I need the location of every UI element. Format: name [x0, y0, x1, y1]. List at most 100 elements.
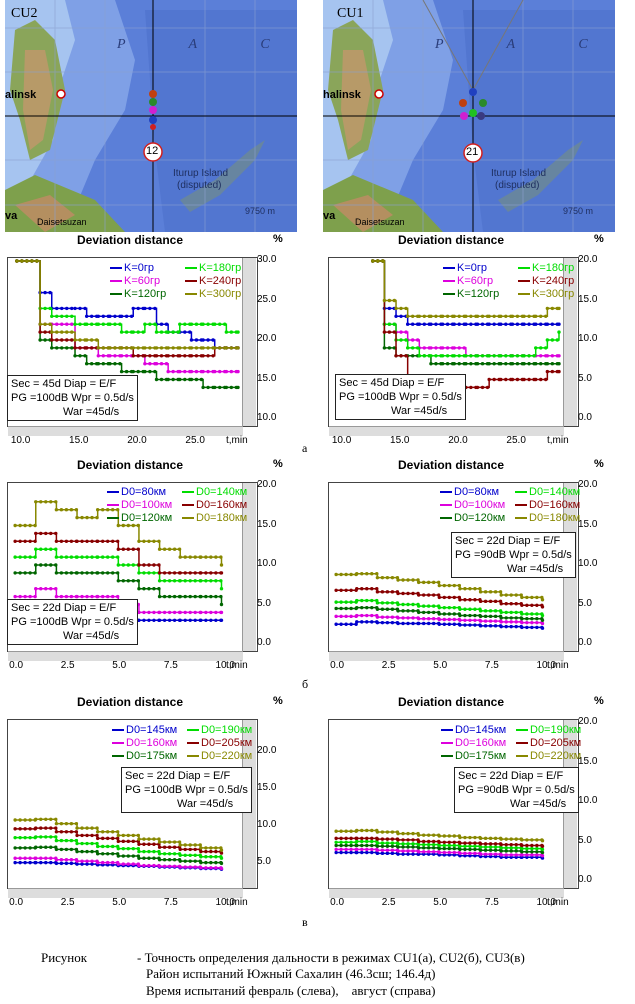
y-tick-label: 20.0 — [578, 479, 598, 490]
legend-label: D0=160км — [455, 737, 507, 749]
panel-label-b: б — [302, 677, 309, 691]
map-scale-label: 9750 m — [563, 206, 594, 216]
legend-label: K=120гр — [457, 288, 500, 300]
y-tick-label: 10.0 — [578, 333, 598, 344]
chart-y-unit: % — [273, 458, 283, 470]
chart-vertical-scrollbar[interactable] — [242, 258, 256, 426]
chart-title: Deviation distance — [398, 695, 505, 709]
test-parameter-line: PG =100dB Wpr = 0.5d/s — [11, 616, 134, 628]
y-tick-label: 0.0 — [578, 874, 592, 885]
test-parameter-line: Sec = 45d Diap = E/F — [339, 377, 445, 389]
chart-vertical-scrollbar[interactable] — [563, 258, 577, 426]
y-tick-label: 15.0 — [257, 782, 277, 794]
test-parameter-line: PG =100dB Wpr = 0.5d/s — [125, 784, 248, 796]
legend-swatch — [441, 742, 453, 745]
map-cu1-graphic — [323, 0, 615, 232]
legend-swatch — [516, 755, 528, 758]
legend-label: D0=160км — [196, 499, 248, 511]
test-parameter-line: Sec = 45d Diap = E/F — [11, 378, 117, 390]
legend-label: D0=140км — [196, 486, 248, 498]
x-tick-label: 0.0 — [330, 897, 345, 908]
chart-title: Deviation distance — [77, 458, 184, 472]
x-tick-label: 7.5 — [484, 897, 499, 908]
map-city-label: alinsk — [5, 89, 37, 101]
test-parameter-line: Sec = 22d Diap = E/F — [455, 535, 561, 547]
x-tick-label: 10.0 — [536, 660, 556, 671]
map-cu2[interactable]: CU2 P A C I alinsk 12 Iturup Island (dis… — [5, 0, 297, 232]
x-tick-label: 20.0 — [127, 435, 147, 446]
test-parameter-line: PG =90dB Wpr = 0.5d/s — [455, 549, 572, 561]
legend-label: D0=80км — [121, 486, 167, 498]
x-tick-label: 5.0 — [112, 660, 127, 671]
legend-swatch — [187, 742, 199, 745]
legend-item: D0=120км — [440, 512, 505, 525]
legend-swatch — [443, 280, 455, 283]
legend-swatch — [441, 729, 453, 732]
legend-label: D0=190км — [530, 724, 582, 736]
test-parameter-line: War =45d/s — [510, 798, 567, 810]
legend-item: D0=80км — [107, 486, 166, 499]
legend-swatch — [110, 280, 122, 283]
legend-swatch — [182, 491, 194, 494]
legend-item: D0=160км — [515, 499, 580, 512]
legend-label: D0=145км — [455, 724, 507, 736]
x-axis-label: t,min — [547, 660, 569, 671]
x-tick-label: 10.0 — [215, 897, 235, 908]
chart-horizontal-scrollbar[interactable] — [329, 888, 564, 898]
y-tick-label: 10.0 — [257, 818, 277, 830]
legend-label: D0=100км — [121, 499, 173, 511]
chart-vertical-scrollbar[interactable] — [242, 483, 256, 651]
legend-item: D0=175км — [112, 750, 177, 763]
legend-label: K=300гр — [199, 288, 242, 300]
legend-swatch — [107, 517, 119, 520]
test-parameters-box: Sec = 45d Diap = E/F PG =100dB Wpr = 0.5d… — [7, 375, 138, 421]
legend-item: D0=220км — [516, 750, 581, 763]
test-parameter-line: PG =100dB Wpr = 0.5d/s — [339, 391, 462, 403]
legend-swatch — [516, 729, 528, 732]
map-ocean-label: P A C I — [117, 37, 297, 52]
map-city-label: halinsk — [323, 89, 361, 101]
x-tick-label: 2.5 — [381, 897, 396, 908]
chart-horizontal-scrollbar[interactable] — [329, 426, 564, 436]
legend-item: D0=190км — [187, 724, 252, 737]
legend-item: D0=140км — [515, 486, 580, 499]
legend-item: D0=120км — [107, 512, 172, 525]
x-tick-label: 7.5 — [163, 660, 178, 671]
x-tick-label: 2.5 — [381, 660, 396, 671]
legend-label: D0=220км — [201, 750, 253, 762]
legend-item: D0=160км — [112, 737, 177, 750]
legend-label: D0=175км — [455, 750, 507, 762]
chart-horizontal-scrollbar[interactable] — [8, 888, 243, 898]
legend-swatch — [515, 517, 527, 520]
x-axis-label: t,min — [547, 897, 569, 908]
map-island-note: (disputed) — [177, 180, 222, 191]
x-tick-label: 15.0 — [69, 435, 89, 446]
x-tick-label: 20.0 — [448, 435, 468, 446]
x-tick-label: 10.0 — [331, 435, 352, 446]
chart-y-unit: % — [273, 233, 283, 245]
caption-line-1: - Точность определения дальности в режим… — [137, 950, 525, 965]
map-island-label: Iturup Island — [491, 168, 547, 179]
legend-item: D0=180км — [182, 512, 247, 525]
chart-horizontal-scrollbar[interactable] — [329, 651, 564, 661]
legend-item: K=300гр — [518, 288, 574, 301]
legend-label: D0=175км — [126, 750, 178, 762]
map-cu1[interactable]: CU1 P A C I halinsk 21 Iturup Island (di… — [323, 0, 615, 232]
y-tick-label: 20.0 — [257, 745, 277, 757]
chart-horizontal-scrollbar[interactable] — [8, 426, 243, 436]
chart-title: Deviation distance — [77, 695, 184, 709]
caption-line-3: Время испытаний февраль (слева), август … — [146, 983, 436, 998]
map-mode-label: CU2 — [11, 6, 38, 21]
y-tick-label: 15.0 — [578, 755, 598, 767]
legend-item: D0=140км — [182, 486, 247, 499]
chart-horizontal-scrollbar[interactable] — [8, 651, 243, 661]
legend-swatch — [443, 293, 455, 296]
legend-item: K=60гр — [443, 275, 493, 288]
legend-swatch — [515, 504, 527, 507]
legend-swatch — [440, 491, 452, 494]
legend-item: K=120гр — [443, 288, 499, 301]
x-axis-label: t,min — [226, 897, 248, 908]
legend-swatch — [107, 491, 119, 494]
x-tick-label: 15.0 — [390, 435, 410, 446]
legend-swatch — [185, 280, 197, 283]
